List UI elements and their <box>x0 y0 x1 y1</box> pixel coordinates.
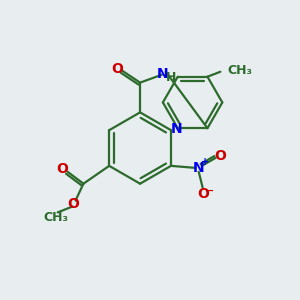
Text: O: O <box>111 62 123 76</box>
Text: +: + <box>201 157 209 167</box>
Text: N: N <box>171 122 183 136</box>
Text: H: H <box>166 71 176 84</box>
Text: O: O <box>214 149 226 163</box>
Text: O: O <box>68 197 80 212</box>
Text: CH₃: CH₃ <box>227 64 252 77</box>
Text: O: O <box>198 187 210 201</box>
Text: −: − <box>205 186 214 196</box>
Text: CH₃: CH₃ <box>43 211 68 224</box>
Text: O: O <box>57 162 69 176</box>
Text: N: N <box>157 67 169 81</box>
Text: N: N <box>193 161 205 175</box>
